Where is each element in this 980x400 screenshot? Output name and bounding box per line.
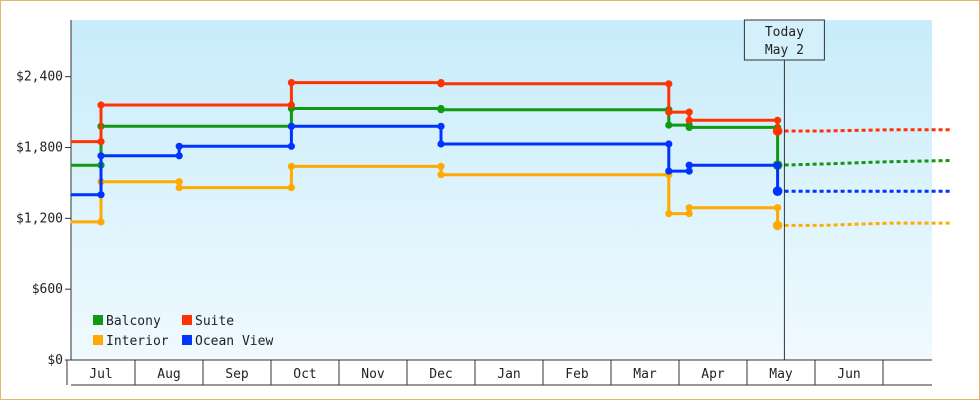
legend-swatch-balcony (93, 315, 103, 325)
y-tick-label-3: $1,800 (16, 141, 63, 156)
data-point-2-7 (437, 162, 445, 170)
y-tick-label-2: $1,200 (16, 211, 63, 226)
data-point-1-8 (665, 108, 673, 116)
y-tick-label-1: $600 (32, 282, 63, 297)
y-axis: $0 $600 $1,200 $1,800 $2,400 (16, 20, 72, 368)
data-point-2-1 (97, 218, 105, 226)
x-tick-label-oct: Oct (293, 367, 316, 382)
today-date: May 2 (765, 43, 804, 58)
data-point-0-8 (665, 121, 673, 129)
legend-swatch-suite (182, 315, 192, 325)
data-point-1-4 (287, 79, 295, 87)
legend-label-ocean-view: Ocean View (195, 334, 273, 349)
legend-label-balcony: Balcony (106, 314, 161, 329)
y-tick-label-4: $2,400 (16, 70, 63, 85)
data-point-3-13 (774, 161, 782, 169)
current-point-1 (772, 126, 783, 136)
data-point-1-11 (774, 116, 782, 124)
plot-area (71, 20, 932, 360)
x-tick-label-sep: Sep (225, 367, 249, 382)
today-marker: Today May 2 (743, 19, 825, 360)
data-point-3-11 (685, 167, 693, 175)
series-ocean-view (70, 122, 951, 199)
legend-swatch-ocean-view (182, 335, 192, 345)
x-tick-label-mar: Mar (633, 367, 657, 382)
series-forecast-1 (777, 128, 951, 133)
y-tick-label-0: $0 (47, 353, 63, 368)
today-label: Today (765, 25, 804, 40)
data-point-3-10 (665, 167, 673, 175)
x-tick-label-feb: Feb (565, 367, 589, 382)
series-interior (70, 162, 951, 231)
current-point-3 (772, 186, 783, 196)
x-tick-label-dec: Dec (429, 367, 452, 382)
x-tick-label-jun: Jun (837, 367, 860, 382)
data-point-2-3 (175, 178, 183, 186)
x-tick-label-nov: Nov (361, 367, 385, 382)
data-point-3-3 (175, 152, 183, 160)
today-box (743, 19, 825, 61)
series-suite (70, 79, 951, 146)
data-point-1-9 (685, 108, 693, 116)
data-point-2-12 (685, 204, 693, 212)
data-point-2-10 (665, 210, 673, 218)
data-point-2-8 (437, 171, 445, 179)
data-point-1-2 (97, 101, 105, 109)
current-point-2 (772, 220, 783, 231)
x-tick-label-jan: Jan (497, 367, 520, 382)
x-tick-label-jul: Jul (89, 367, 112, 382)
data-point-2-11 (685, 210, 693, 218)
legend-label-interior: Interior (106, 334, 169, 349)
data-point-3-5 (287, 142, 295, 150)
legend-swatch-interior (93, 335, 103, 345)
data-point-3-2 (97, 152, 105, 160)
data-point-3-9 (665, 140, 673, 148)
x-axis: Jul Aug Sep Oct Nov Dec Jan Feb Mar Apr May Jun (66, 359, 932, 386)
legend: Balcony Suite Interior Ocean View (93, 314, 273, 349)
data-point-0-6 (437, 106, 445, 114)
data-point-1-6 (437, 80, 445, 88)
data-point-3-4 (175, 142, 183, 150)
data-point-2-6 (287, 162, 295, 170)
series-forecast-0 (777, 159, 952, 167)
data-point-3-12 (685, 161, 693, 169)
data-point-3-7 (437, 122, 445, 130)
x-tick-label-apr: Apr (701, 367, 725, 382)
data-point-2-5 (287, 184, 295, 192)
data-point-1-7 (665, 80, 673, 88)
data-point-2-13 (774, 204, 782, 212)
data-point-3-8 (437, 140, 445, 148)
series-forecast-2 (777, 221, 951, 227)
x-tick-label-aug: Aug (157, 367, 180, 382)
data-point-1-3 (287, 101, 295, 109)
data-point-3-1 (97, 191, 105, 199)
series-layer (70, 79, 952, 231)
data-point-2-4 (175, 184, 183, 192)
data-point-0-10 (685, 123, 693, 131)
legend-label-suite: Suite (195, 314, 234, 329)
data-point-1-1 (97, 138, 105, 146)
data-point-1-10 (685, 116, 693, 124)
x-tick-label-may: May (769, 367, 793, 382)
data-point-3-6 (287, 122, 295, 130)
